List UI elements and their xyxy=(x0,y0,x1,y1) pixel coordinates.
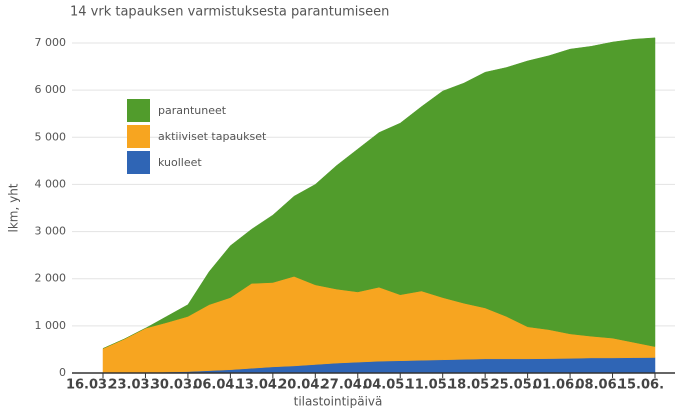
legend-swatch xyxy=(127,125,150,148)
x-tick-label: 27.04. xyxy=(321,378,367,393)
y-tick-label: 6 000 xyxy=(35,83,67,96)
x-tick-label: 06.04. xyxy=(193,378,239,393)
legend-swatch xyxy=(127,151,150,174)
x-tick-label: 23.03. xyxy=(108,378,154,393)
x-tick-label: 25.05. xyxy=(491,378,537,393)
y-tick-label: 4 000 xyxy=(35,177,67,190)
x-tick-label: 11.05. xyxy=(406,378,452,393)
legend-label: parantuneet xyxy=(158,104,227,117)
x-tick-label: 15.06. xyxy=(618,378,664,393)
x-tick-label: 01.06. xyxy=(533,378,579,393)
y-tick-label: 1 000 xyxy=(35,319,67,332)
x-tick-label: 13.04. xyxy=(236,378,282,393)
legend-swatch xyxy=(127,99,150,122)
x-tick-label: 20.04. xyxy=(278,378,324,393)
x-tick-label: 04.05. xyxy=(363,378,409,393)
y-tick-label: 3 000 xyxy=(35,225,67,238)
x-tick-label: 08.06. xyxy=(576,378,622,393)
legend-label: kuolleet xyxy=(158,156,202,169)
y-tick-label: 0 xyxy=(59,366,66,379)
legend-label: aktiiviset tapaukset xyxy=(158,130,267,143)
area xyxy=(102,37,656,349)
y-axis-label: lkm, yht xyxy=(7,183,21,232)
y-tick-label: 7 000 xyxy=(35,36,67,49)
y-tick-label: 5 000 xyxy=(35,130,67,143)
x-tick-label: 18.05. xyxy=(448,378,494,393)
x-tick-label: 30.03. xyxy=(151,378,197,393)
chart-title: 14 vrk tapauksen varmistuksesta parantum… xyxy=(70,5,389,20)
y-tick-label: 2 000 xyxy=(35,272,67,285)
x-axis-label: tilastointipäivä xyxy=(294,395,383,409)
x-tick-label: 16.03. xyxy=(66,378,112,393)
